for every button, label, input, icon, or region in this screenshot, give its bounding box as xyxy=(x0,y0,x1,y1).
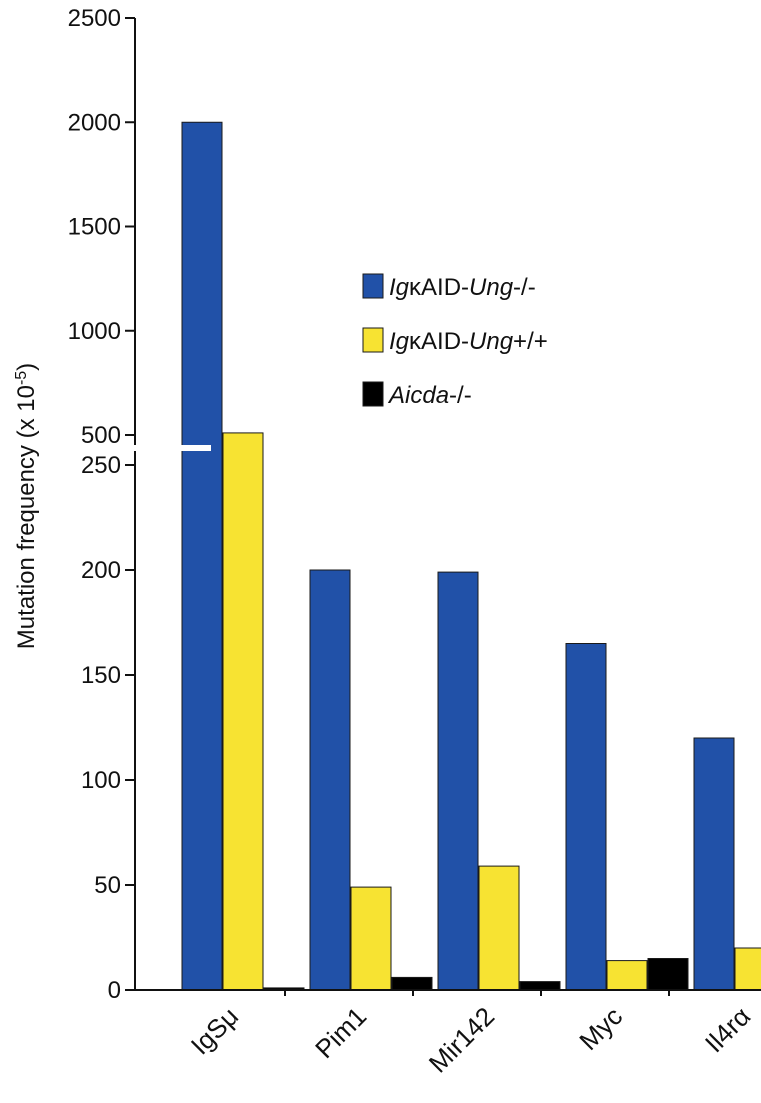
x-tick-label-4: Myc xyxy=(573,1001,628,1056)
legend-swatch-2 xyxy=(362,327,384,353)
legend-label-1: IgκAID-Ung-/- xyxy=(389,274,536,301)
y-tick-label-upper-2000: 2000 xyxy=(68,109,121,136)
bar-series-1-5 xyxy=(693,737,735,991)
axis-break xyxy=(129,445,211,451)
y-tick-label-upper-1000: 1000 xyxy=(68,318,121,345)
axes-layer xyxy=(125,17,761,996)
y-tick-label-lower-250: 250 xyxy=(81,452,121,479)
legend-label-3: Aicda-/- xyxy=(387,382,472,409)
bar-series-1-4 xyxy=(565,643,607,991)
bar-series-3-3 xyxy=(519,981,561,991)
bar-series-2-1 xyxy=(222,432,264,991)
bar-series-2-5 xyxy=(734,947,761,991)
legend: IgκAID-Ung-/- IgκAID-Ung+/+ Aicda-/- xyxy=(362,273,548,409)
bar-series-2-4 xyxy=(606,960,648,991)
bar-series-2-3 xyxy=(478,865,520,991)
bar-series-1-1 xyxy=(181,121,223,991)
bars-layer xyxy=(181,121,761,991)
bar-series-1-3 xyxy=(437,571,479,991)
x-tick-label-1: IgSμ xyxy=(185,1001,244,1060)
y-tick-label-lower-0: 0 xyxy=(108,977,121,1004)
x-tick-label-3: Mir142 xyxy=(423,1001,500,1078)
y-tick-label-lower-100: 100 xyxy=(81,767,121,794)
y-tick-label-upper-500: 500 xyxy=(81,422,121,449)
bar-series-3-2 xyxy=(391,976,433,991)
legend-swatch-1 xyxy=(362,273,384,299)
x-tick-label-5: Il4rα xyxy=(699,1001,756,1058)
bar-series-2-2 xyxy=(350,886,392,991)
bar-series-1-2 xyxy=(309,569,351,991)
legend-label-2: IgκAID-Ung+/+ xyxy=(389,328,548,355)
y-tick-label-lower-50: 50 xyxy=(94,872,121,899)
y-axis-title: Mutation frequency (x 10-5) xyxy=(13,363,41,649)
y-tick-label-lower-150: 150 xyxy=(81,662,121,689)
x-tick-label-2: Pim1 xyxy=(309,1001,372,1064)
y-tick-label-upper-2500: 2500 xyxy=(68,5,121,32)
y-tick-label-lower-200: 200 xyxy=(81,557,121,584)
bar-series-3-4 xyxy=(647,958,689,991)
legend-swatch-3 xyxy=(362,381,384,407)
y-tick-label-upper-1500: 1500 xyxy=(68,214,121,241)
